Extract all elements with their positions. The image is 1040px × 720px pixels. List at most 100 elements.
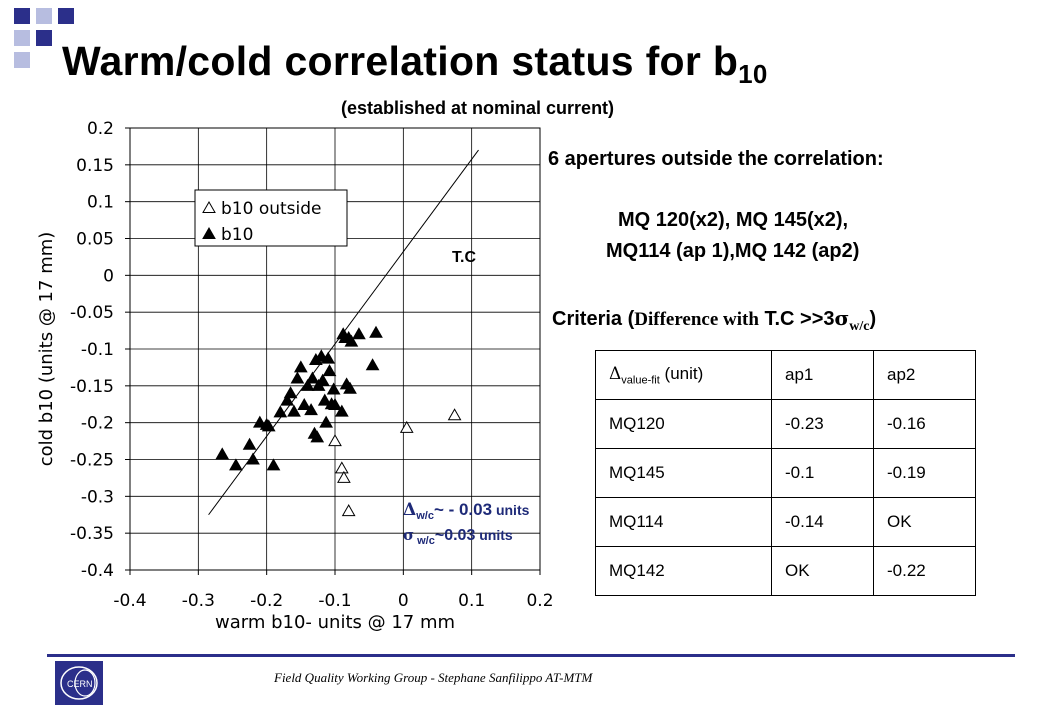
y-tick-label: -0.35 (70, 524, 114, 544)
title-subscript: 10 (738, 59, 768, 89)
x-tick-label: -0.3 (182, 591, 215, 611)
b10-point (328, 397, 342, 410)
info-magnets-line1: MQ 120(x2), MQ 145(x2), (618, 209, 849, 231)
b10-outside-point (447, 408, 462, 421)
b10-outside-point (399, 420, 414, 433)
footer-divider (47, 654, 1015, 657)
cell-ap2: -0.16 (873, 399, 976, 449)
b10-point (266, 458, 281, 471)
b10-point (246, 452, 260, 465)
cell-ap1: -0.23 (771, 399, 874, 449)
header-cell-delta: Δvalue-fit (unit) (595, 350, 772, 400)
cell-ap2: -0.22 (873, 546, 976, 596)
y-tick-label: 0.15 (76, 156, 114, 176)
cern-logo: CERN (55, 661, 103, 705)
y-tick-label: 0.05 (76, 230, 114, 250)
b10-point (310, 430, 325, 443)
cell-ap2: OK (873, 497, 976, 547)
slide-title: Warm/cold correlation status for b10 (62, 38, 768, 90)
corner-square (14, 30, 30, 46)
slide-subtitle: (established at nominal current) (341, 98, 615, 118)
b10-point (280, 393, 295, 406)
criteria-sub: w/c (849, 319, 870, 334)
b10-point (317, 393, 332, 406)
b10-point (305, 371, 320, 384)
y-tick-label: -0.25 (70, 451, 114, 471)
table-row: MQ114 -0.14 OK (595, 497, 976, 547)
b10-point (321, 351, 336, 364)
sigma-note: σ w/c~0.03 units (403, 526, 513, 547)
b10-point (287, 404, 301, 417)
legend-label: b10 outside (221, 199, 322, 219)
cell-magnet: MQ142 (595, 546, 772, 596)
legend-marker (202, 200, 216, 213)
b10-point (297, 397, 312, 410)
table-row: MQ142 OK -0.22 (595, 546, 976, 596)
b10-point (242, 437, 257, 450)
cell-ap1: OK (771, 546, 874, 596)
table-header-row: Δvalue-fit (unit) ap1 ap2 (595, 350, 976, 400)
x-tick-label: -0.1 (318, 591, 351, 611)
sigma-note-text: ~0.03 (434, 527, 476, 544)
y-tick-label: -0.1 (81, 340, 114, 360)
b10-point (343, 381, 357, 394)
y-tick-label: -0.3 (81, 487, 114, 507)
legend-label: b10 (221, 225, 253, 245)
cell-magnet: MQ145 (595, 448, 772, 498)
x-axis-label: warm b10- units @ 17 mm (215, 612, 455, 633)
cell-ap1: -0.1 (771, 448, 874, 498)
b10-point (322, 364, 337, 377)
y-tick-label: -0.2 (81, 414, 114, 434)
b10-point (369, 325, 383, 338)
criteria-prefix: Criteria ( (552, 308, 635, 330)
cell-magnet: MQ120 (595, 399, 772, 449)
corner-square (14, 52, 30, 68)
b10-point (344, 334, 359, 347)
b10-point (215, 447, 230, 460)
delta-note-symbol: Δ (403, 500, 417, 520)
b10-point (293, 360, 308, 373)
cell-ap1: -0.14 (771, 497, 874, 547)
b10-outside-point (328, 434, 342, 447)
criteria-close: ) (869, 308, 877, 330)
cern-logo-mark: CERN (60, 666, 98, 700)
criteria-line: Criteria (Difference with T.C >>3σw/c) (552, 306, 876, 335)
b10-point (229, 458, 243, 471)
y-tick-label: 0 (103, 266, 114, 286)
info-magnets-line2: MQ114 (ap 1),MQ 142 (ap2) (606, 240, 860, 262)
corner-square (58, 8, 74, 24)
legend-box (194, 189, 348, 247)
delta-note: Δw/c~ - 0.03 units (403, 500, 529, 522)
b10-point (273, 405, 288, 418)
table-row: MQ120 -0.23 -0.16 (595, 399, 976, 449)
delta-note-units: units (492, 502, 530, 518)
legend-marker (202, 226, 216, 239)
y-axis-label: cold b10 (units @ 17 mm) (36, 232, 57, 467)
b10-point (252, 415, 267, 428)
sigma-note-sub: w/c (414, 535, 435, 547)
header-sub: value-fit (621, 374, 660, 387)
header-cell-ap2: ap2 (873, 350, 976, 400)
delta-note-text: ~ - 0.03 (433, 500, 493, 519)
b10-point (365, 358, 380, 371)
b10-point (334, 404, 349, 417)
b10-outside-point (341, 504, 356, 517)
info-heading: 6 apertures outside the correlation: (548, 148, 884, 170)
b10-point (319, 415, 333, 428)
header-unit: (unit) (659, 363, 704, 383)
y-tick-label: 0.1 (87, 193, 114, 213)
b10-point (261, 419, 276, 432)
b10-point (290, 371, 305, 384)
y-tick-label: -0.15 (70, 377, 114, 397)
sigma-note-symbol: σ (403, 526, 415, 544)
sigma-note-units: units (475, 527, 513, 543)
table-row: MQ145 -0.1 -0.19 (595, 448, 976, 498)
b10-point (314, 349, 329, 362)
b10-point (304, 403, 318, 416)
b10-point (283, 386, 298, 399)
b10-point (300, 378, 315, 391)
cell-ap2: -0.19 (873, 448, 976, 498)
y-tick-label: -0.05 (70, 303, 114, 323)
tc-label: T.C (452, 249, 476, 266)
